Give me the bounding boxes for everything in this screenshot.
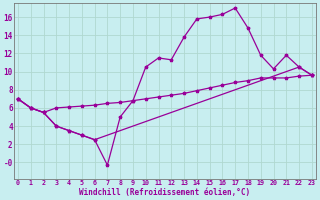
X-axis label: Windchill (Refroidissement éolien,°C): Windchill (Refroidissement éolien,°C) (79, 188, 251, 197)
